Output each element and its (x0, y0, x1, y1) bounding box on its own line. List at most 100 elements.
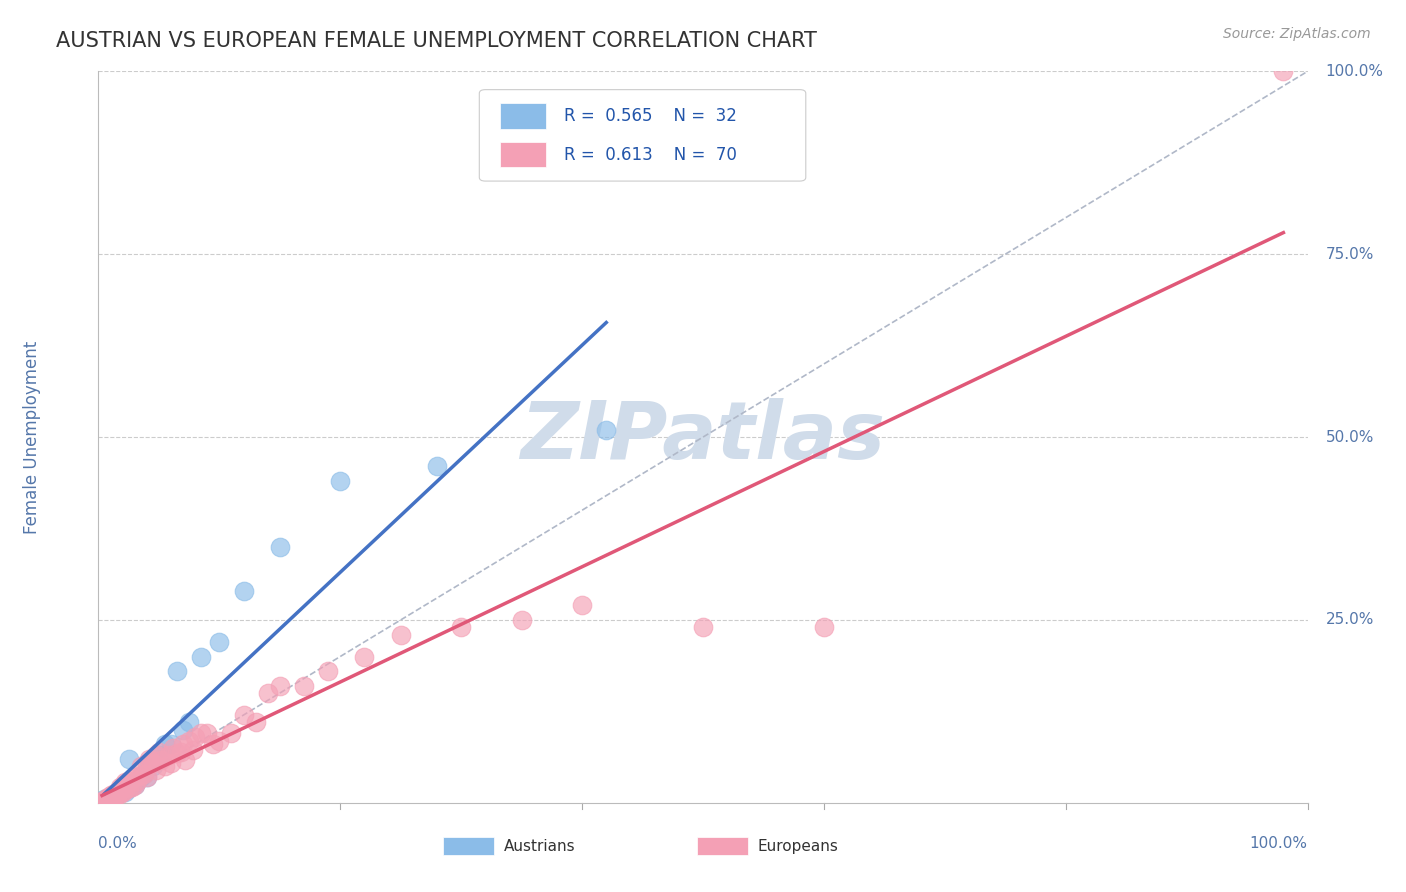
Point (134, 766, 156, 780)
Point (135, 756, 157, 770)
Point (127, 773, 149, 788)
Point (129, 759, 152, 773)
Point (101, 789, 124, 803)
Point (256, 686, 278, 700)
Point (96, 792, 118, 806)
Point (100, 791, 122, 805)
Point (145, 752, 167, 766)
Point (389, 627, 412, 641)
Point (179, 715, 201, 730)
Point (162, 740, 184, 755)
Point (111, 782, 134, 797)
Point (172, 723, 194, 737)
Point (450, 620, 472, 634)
Point (94, 792, 117, 806)
Point (316, 664, 339, 678)
Point (121, 772, 143, 787)
Bar (501, 142, 546, 168)
Point (97, 789, 120, 804)
Text: Female Unemployment: Female Unemployment (22, 341, 41, 533)
Point (118, 752, 141, 766)
Point (101, 787, 124, 801)
Point (221, 726, 243, 740)
Point (93, 793, 115, 807)
Point (150, 753, 173, 767)
Text: 50.0%: 50.0% (1326, 430, 1374, 444)
Text: ZIPatlas: ZIPatlas (520, 398, 886, 476)
Text: 100.0%: 100.0% (1250, 836, 1308, 851)
Point (245, 715, 267, 730)
Point (111, 781, 134, 796)
Point (124, 770, 146, 784)
Point (160, 737, 183, 751)
Point (692, 620, 714, 634)
Point (104, 789, 127, 803)
Point (148, 748, 170, 763)
Point (172, 737, 194, 751)
Point (166, 664, 188, 678)
Point (101, 789, 124, 804)
Point (1272, 64, 1295, 78)
Point (184, 730, 207, 744)
Point (142, 759, 165, 773)
Point (129, 768, 152, 782)
Point (118, 773, 141, 788)
Text: R =  0.613    N =  70: R = 0.613 N = 70 (564, 145, 737, 164)
Text: Europeans: Europeans (758, 839, 838, 855)
Point (153, 737, 176, 751)
Text: AUSTRIAN VS EUROPEAN FEMALE UNEMPLOYMENT CORRELATION CHART: AUSTRIAN VS EUROPEAN FEMALE UNEMPLOYMENT… (56, 31, 817, 51)
Point (105, 789, 128, 803)
Point (108, 785, 131, 799)
Point (124, 778, 146, 792)
Point (97, 791, 120, 805)
Point (160, 756, 183, 770)
Point (108, 787, 131, 801)
Point (813, 620, 835, 634)
Point (105, 785, 128, 799)
Point (208, 635, 231, 649)
Point (118, 781, 141, 796)
Point (114, 782, 136, 797)
Point (114, 785, 136, 799)
Bar (697, 838, 748, 855)
Point (232, 708, 254, 723)
Text: Austrians: Austrians (503, 839, 575, 855)
Point (510, 613, 533, 627)
Point (108, 782, 131, 797)
Point (138, 752, 160, 766)
Text: 75.0%: 75.0% (1326, 247, 1374, 261)
Point (118, 781, 141, 796)
Point (135, 770, 157, 784)
Point (127, 773, 149, 788)
Point (129, 770, 152, 784)
Point (148, 745, 170, 759)
Point (107, 787, 129, 801)
Point (292, 679, 315, 693)
Text: 0.0%: 0.0% (98, 836, 138, 851)
Point (145, 763, 167, 777)
Point (111, 778, 134, 792)
Point (108, 780, 131, 794)
Text: R =  0.565    N =  32: R = 0.565 N = 32 (564, 107, 737, 125)
Point (124, 778, 146, 792)
Point (571, 599, 593, 613)
Bar (443, 838, 494, 855)
Point (97, 791, 120, 805)
Point (135, 770, 157, 784)
Point (105, 787, 128, 801)
Text: 25.0%: 25.0% (1326, 613, 1374, 627)
Point (121, 780, 143, 794)
Point (145, 748, 167, 763)
Point (134, 766, 156, 780)
Point (179, 733, 201, 747)
Text: 100.0%: 100.0% (1326, 64, 1384, 78)
Point (114, 775, 136, 789)
Point (157, 748, 180, 763)
Point (111, 785, 134, 799)
Point (138, 756, 160, 770)
Point (190, 649, 212, 664)
Point (208, 733, 231, 747)
Point (269, 679, 291, 693)
Point (121, 778, 143, 792)
Point (426, 459, 449, 474)
